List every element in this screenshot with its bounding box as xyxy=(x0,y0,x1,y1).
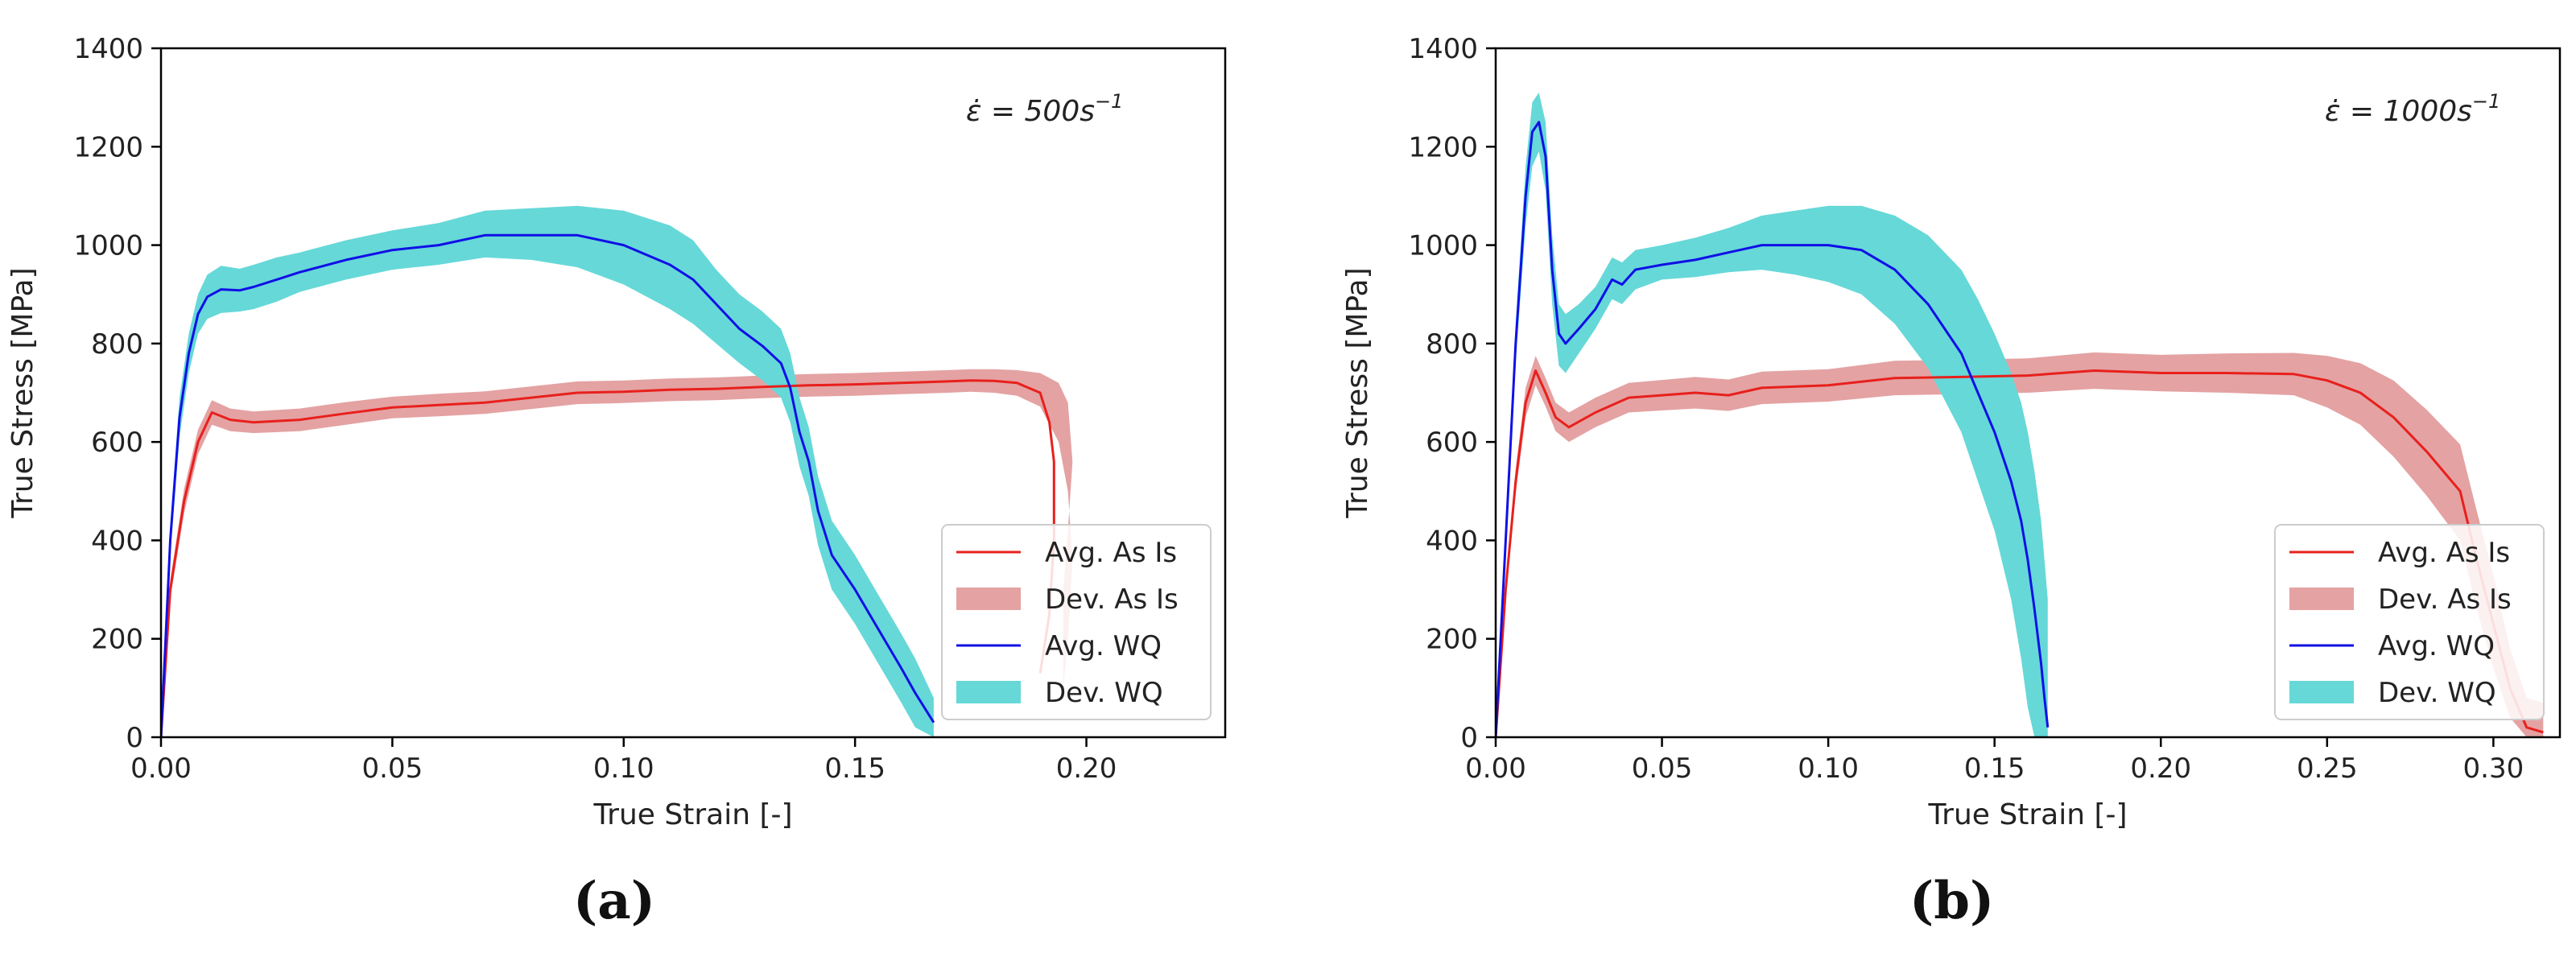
line-avg-wq xyxy=(1496,121,2050,737)
x-tick-label: 0.15 xyxy=(824,753,886,785)
legend-swatch-band xyxy=(2289,681,2354,703)
x-tick-label: 0.20 xyxy=(1056,753,1117,785)
y-tick-label: 600 xyxy=(1426,427,1478,459)
strain-rate-annotation: ε̇ = 1000s−1 xyxy=(2325,90,2500,128)
y-tick-label: 400 xyxy=(1426,525,1478,557)
panel-caption-a: (a) xyxy=(573,871,656,931)
legend-swatch-band xyxy=(956,681,1021,703)
y-tick-label: 200 xyxy=(1426,624,1478,656)
axes-frame xyxy=(159,47,1227,739)
y-tick-label: 800 xyxy=(91,328,143,361)
x-tick-label: 0.30 xyxy=(2463,753,2524,785)
line-avg-wq xyxy=(161,233,935,737)
x-tick-label: 0.05 xyxy=(362,753,423,785)
y-axis-label: True Stress [MPa] xyxy=(1341,267,1374,518)
legend-label: Dev. As Is xyxy=(2378,583,2512,616)
y-tick-label: 1400 xyxy=(73,33,143,65)
x-tick-label: 0.10 xyxy=(593,753,654,785)
x-tick-label: 0.25 xyxy=(2297,753,2358,785)
x-tick-label: 0.00 xyxy=(130,753,192,785)
legend: Avg. As Is Dev. As Is Avg. WQ Dev. WQ xyxy=(941,524,1212,720)
y-tick-label: 200 xyxy=(91,624,143,656)
axes-frame xyxy=(1494,47,2562,739)
legend-label: Dev. As Is xyxy=(1045,583,1179,616)
line-avg-as-is xyxy=(1496,369,2544,737)
y-tick-label: 800 xyxy=(1426,328,1478,361)
legend: Avg. As Is Dev. As Is Avg. WQ Dev. WQ xyxy=(2274,524,2545,720)
strain-rate-exponent: −1 xyxy=(2472,90,2500,113)
x-axis-label: True Strain [-] xyxy=(592,798,792,831)
band-dev-as-is xyxy=(161,369,1073,737)
legend-label: Avg. As Is xyxy=(2378,537,2510,569)
x-tick-label: 0.00 xyxy=(1465,753,1526,785)
x-axis-label: True Strain [-] xyxy=(1927,798,2127,831)
legend-label: Avg. WQ xyxy=(1045,630,1162,662)
y-axis-label: True Stress [MPa] xyxy=(6,267,39,518)
chart-panel-b: 0.00 0.05 0.10 0.15 0.20 0.25 0.30 0 200 400 600 80… xyxy=(1341,33,2562,831)
y-tick-label: 1400 xyxy=(1408,33,1478,65)
legend-swatch-band xyxy=(956,588,1021,610)
y-tick-label: 1000 xyxy=(1408,230,1478,262)
band-dev-wq xyxy=(1496,93,2048,737)
x-tick-label: 0.05 xyxy=(1632,753,1693,785)
strain-rate-exponent: −1 xyxy=(1095,90,1123,113)
line-avg-as-is xyxy=(161,379,1055,737)
legend-label: Avg. WQ xyxy=(2378,630,2495,662)
y-tick-label: 600 xyxy=(91,427,143,459)
chart-panel-a: 0.00 0.05 0.10 0.15 0.20 0 200 400 600 800 1000 120… xyxy=(6,33,1227,831)
legend-swatch-band xyxy=(2289,588,2354,610)
y-tick-label: 0 xyxy=(1460,722,1478,754)
x-tick-label: 0.15 xyxy=(1964,753,2025,785)
legend-label: Avg. As Is xyxy=(1045,537,1177,569)
legend-box xyxy=(941,524,1212,720)
x-tick-label: 0.10 xyxy=(1798,753,1859,785)
x-tick-label: 0.20 xyxy=(2130,753,2191,785)
plot-area xyxy=(1496,93,2544,737)
y-tick-label: 400 xyxy=(91,525,143,557)
band-dev-wq xyxy=(161,205,934,737)
y-tick-label: 1200 xyxy=(73,131,143,163)
legend-label: Dev. WQ xyxy=(2378,677,2496,709)
y-tick-label: 1200 xyxy=(1408,131,1478,163)
strain-rate-annotation: ε̇ = 500s−1 xyxy=(966,90,1123,128)
legend-box xyxy=(2274,524,2545,720)
plot-area xyxy=(161,205,1073,737)
y-tick-label: 0 xyxy=(126,722,143,754)
legend-label: Dev. WQ xyxy=(1045,677,1163,709)
y-tick-label: 1000 xyxy=(73,230,143,262)
panel-caption-b: (b) xyxy=(1909,871,1995,931)
